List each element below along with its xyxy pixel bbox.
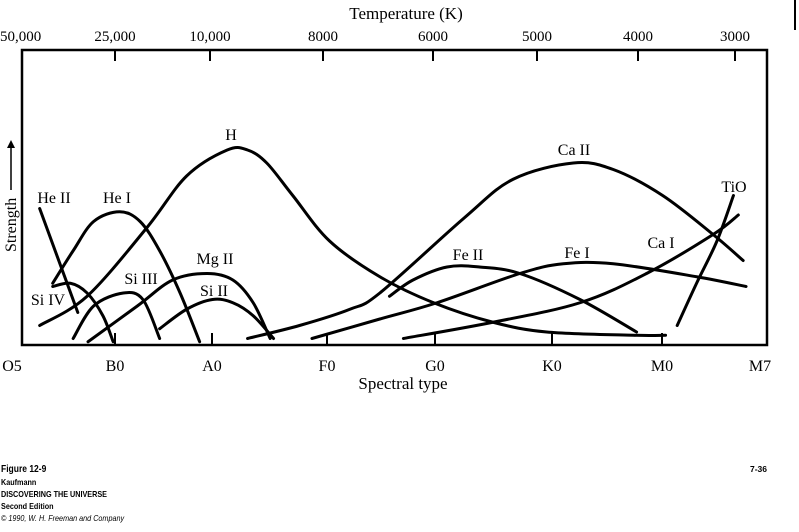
curve-tio bbox=[675, 194, 735, 327]
curve-ca-ii bbox=[246, 161, 745, 340]
caption-figure: Figure 12-9 bbox=[1, 464, 47, 475]
top-tick-label: 6000 bbox=[418, 29, 448, 45]
top-tick-label: 4000 bbox=[623, 29, 653, 45]
plot-frame bbox=[20, 48, 769, 347]
label-he-i: He I bbox=[103, 190, 131, 207]
curve-fe-i bbox=[310, 260, 748, 340]
top-tick-label: 8000 bbox=[308, 29, 338, 45]
curve-he-i bbox=[51, 210, 202, 344]
bottom-tick-label: A0 bbox=[202, 358, 222, 375]
x-axis-title: Spectral type bbox=[358, 374, 447, 393]
label-tio: TiO bbox=[721, 179, 746, 196]
bottom-tick-label: M0 bbox=[651, 358, 673, 375]
curve-h bbox=[38, 146, 668, 337]
top-tick-label: 3000 bbox=[720, 29, 750, 45]
bottom-tick-label: K0 bbox=[542, 358, 562, 375]
bottom-tick-label: O5 bbox=[2, 358, 22, 375]
label-si-iii: Si III bbox=[124, 271, 157, 288]
label-he-ii: He II bbox=[37, 190, 70, 207]
label-mg-ii: Mg II bbox=[197, 251, 234, 268]
label-ca-i: Ca I bbox=[647, 235, 674, 252]
label-si-iv: Si IV bbox=[31, 292, 66, 309]
top-tick-label: 25,000 bbox=[94, 29, 135, 45]
label-fe-ii: Fe II bbox=[453, 247, 484, 264]
top-tick-label: 50,000 bbox=[0, 29, 41, 45]
curve-mg-ii bbox=[86, 271, 272, 344]
top-axis-title: Temperature (K) bbox=[349, 4, 463, 23]
bottom-tick-label: G0 bbox=[425, 358, 445, 375]
page-code: 7-36 bbox=[750, 464, 768, 474]
bottom-tick-label: M7 bbox=[749, 358, 771, 375]
caption-author: Kaufmann bbox=[1, 477, 37, 487]
label-ca-ii: Ca II bbox=[558, 142, 590, 159]
label-h: H bbox=[225, 127, 237, 144]
figure-caption: Figure 12-9 Kaufmann DISCOVERING THE UNI… bbox=[1, 464, 124, 524]
curve-fe-ii bbox=[387, 264, 639, 334]
y-axis-label-group: Strength bbox=[3, 140, 20, 252]
label-si-ii: Si II bbox=[200, 283, 228, 300]
curve-si-ii bbox=[158, 297, 276, 340]
series-curves bbox=[38, 146, 748, 344]
bottom-axis-ticks: O5 B0 A0 F0 G0 K0 M0 M7 bbox=[2, 333, 771, 375]
series-labels: He II He I Si IV Si III H Mg II Si II Ca II Fe I… bbox=[31, 127, 747, 309]
curve-he-ii bbox=[38, 207, 80, 314]
curve-si-iii bbox=[71, 290, 162, 340]
label-fe-i: Fe I bbox=[564, 245, 589, 262]
y-axis-title: Strength bbox=[3, 198, 20, 252]
caption-credit: © 1990, W. H. Freeman and Company bbox=[1, 513, 125, 523]
bottom-tick-label: F0 bbox=[319, 358, 336, 375]
top-tick-label: 10,000 bbox=[189, 29, 230, 45]
caption-book: DISCOVERING THE UNIVERSE bbox=[1, 489, 107, 499]
top-axis-ticks: 50,000 25,000 10,000 8000 6000 5000 4000 3000 bbox=[0, 29, 750, 61]
caption-edition: Second Edition bbox=[1, 501, 54, 511]
curve-si-iv bbox=[51, 281, 115, 344]
y-axis-arrow-icon bbox=[7, 140, 15, 148]
bottom-tick-label: B0 bbox=[106, 358, 125, 375]
curve-ca-i bbox=[401, 213, 740, 340]
top-tick-label: 5000 bbox=[522, 29, 552, 45]
